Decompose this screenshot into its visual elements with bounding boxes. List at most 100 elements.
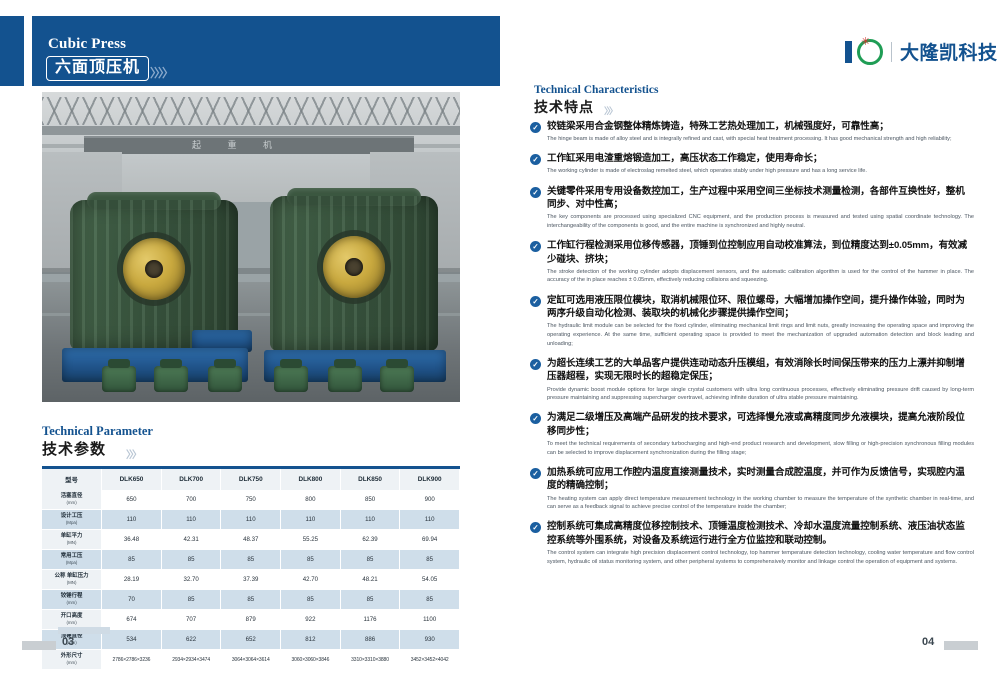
logo-ring-icon	[857, 37, 883, 65]
feature-item: ✓ 工作缸行程检测采用位移传感器，顶锤到位控制应用自动校准算法，到位精度达到±0…	[530, 239, 974, 285]
table-cell: 54.05	[399, 569, 460, 590]
row-label: 设计工压 (Mpa)	[42, 509, 103, 530]
row-unit: (mm)	[66, 600, 77, 606]
feature-text-en: The hinge beam is made of alloy steel an…	[547, 136, 952, 143]
table-row: 顶锤直径 (mm) 534 622 652 812 886 930	[42, 629, 460, 650]
table-cell: 622	[161, 629, 222, 650]
chevron-decor-icon: 〉〉〉	[604, 106, 618, 116]
table-cell: 85	[280, 589, 341, 610]
cubic-press-machine	[70, 192, 238, 350]
feature-body: 控制系统可集成高精度位移控制技术、顶锤温度检测技术、冷却水温度流量控制系统、液压…	[547, 520, 974, 566]
row-unit: (mm)	[66, 500, 77, 506]
table-cell: 85	[220, 549, 282, 570]
table-cell: 55.25	[280, 529, 341, 550]
photo-pipe-run	[42, 268, 460, 274]
table-row: 公称 单缸压力 (MN) 28.19 32.70 37.39 42.70 48.2…	[42, 569, 460, 590]
table-cell: 3064×3064×3614	[220, 649, 282, 670]
check-circle-icon: ✓	[530, 154, 541, 166]
feature-item: ✓ 加热系统可应用工作腔内温度直接测量技术，实时测量合成腔温度，并可作为反馈信号…	[530, 466, 974, 512]
technical-characteristics-title-cn: 技术特点	[534, 99, 594, 115]
check-circle-icon: ✓	[530, 522, 541, 534]
feature-text-en: The working cylinder is made of electros…	[547, 168, 867, 175]
table-cell: 110	[340, 509, 401, 530]
row-unit: (MN)	[66, 540, 77, 546]
table-cell: 69.94	[399, 529, 460, 550]
row-label-text: 活塞直径	[60, 493, 83, 500]
row-label-text: 设计工压	[60, 513, 83, 520]
table-cell: 886	[340, 629, 401, 650]
table-cell: 85	[340, 589, 401, 610]
row-label-text: 顶锤直径	[60, 633, 83, 640]
row-label-text: 铰锤行程	[60, 593, 83, 600]
product-photo: 起 重 机	[42, 92, 460, 402]
press-hub	[323, 236, 385, 299]
table-cell: 110	[101, 509, 162, 530]
row-label: 常用工压 (Mpa)	[42, 549, 103, 570]
technical-parameter-title-cn: 技术参数	[42, 441, 107, 458]
feature-body: 关键零件采用专用设备数控加工，生产过程中采用空间三坐标技术测量检测，各部件互换性…	[547, 185, 974, 231]
row-label-text: 外形尺寸	[60, 653, 83, 660]
table-cell: 110	[399, 509, 460, 530]
table-row: 常用工压 (Mpa) 85 85 85 85 85 85	[42, 549, 460, 570]
feature-text-cn: 铰链梁采用合金钢整体精炼铸造，特殊工艺热处理加工，机械强度好，可靠性高；	[547, 121, 889, 132]
feature-item: ✓ 铰链梁采用合金钢整体精炼铸造，特殊工艺热处理加工，机械强度好，可靠性高； T…	[530, 120, 974, 144]
press-blue-platform	[192, 330, 252, 352]
column-header: DLK750	[220, 466, 282, 490]
feature-item: ✓ 为超长连续工艺的大单品客户提供连动动态升压模组，有效消除长时间保压带来的压力…	[530, 357, 974, 403]
table-cell: 28.19	[101, 569, 162, 590]
footer-bar-decor	[944, 641, 978, 650]
feature-body: 工作缸采用电渣重熔锻造加工，高压状态工作稳定，使用寿命长； The workin…	[547, 152, 974, 176]
table-cell: 707	[161, 609, 222, 630]
feature-body: 铰链梁采用合金钢整体精炼铸造，特殊工艺热处理加工，机械强度好，可靠性高； The…	[547, 120, 974, 144]
row-unit: (Mpa)	[65, 520, 78, 526]
table-cell: 85	[340, 549, 401, 570]
press-top-cap	[286, 188, 422, 206]
photo-roof-truss	[42, 97, 460, 125]
feature-body: 为超长连续工艺的大单品客户提供连动动态升压模组，有效消除长时间保压带来的压力上漂…	[547, 357, 974, 403]
feature-text-en: Provide dynamic boost module options for…	[547, 386, 974, 402]
feature-text-en: The key components are processed using s…	[547, 214, 974, 229]
table-cell: 62.39	[340, 529, 401, 550]
table-cell: 70	[101, 589, 162, 610]
table-cell: 85	[399, 589, 460, 610]
table-cell: 3060×3060×3846	[280, 649, 341, 670]
row-label-text: 单缸平力	[60, 533, 83, 540]
table-cell: 850	[340, 490, 401, 510]
column-header: DLK700	[161, 466, 222, 490]
feature-text-cn: 工作缸行程检测采用位移传感器，顶锤到位控制应用自动校准算法，到位精度达到±0.0…	[547, 240, 968, 265]
technical-parameter-title-en: Technical Parameter	[42, 424, 153, 438]
check-circle-icon: ✓	[530, 186, 541, 198]
row-label: 外形尺寸 (mm)	[42, 649, 103, 670]
row-label: 铰锤行程 (mm)	[42, 589, 103, 610]
check-circle-icon: ✓	[530, 467, 541, 479]
table-cell: 42.31	[161, 529, 222, 550]
row-unit: (Mpa)	[65, 560, 78, 566]
check-circle-icon: ✓	[530, 413, 541, 425]
page-number-left: 03	[62, 636, 75, 648]
table-cell: 85	[220, 589, 282, 610]
row-label-text: 公称 单缸压力	[54, 573, 89, 580]
table-cell: 930	[399, 629, 460, 650]
pump-motor	[328, 359, 362, 392]
table-cell: 922	[280, 609, 341, 630]
pump-motor	[274, 359, 308, 392]
table-cell: 1100	[399, 609, 460, 630]
row-label: 单缸平力 (MN)	[42, 529, 103, 550]
photo-crane-label: 起 重 机	[192, 140, 285, 150]
table-row: 活塞直径 (mm) 650 700 750 800 850 900	[42, 490, 460, 510]
chevron-decor-icon: 〉〉〉	[126, 450, 142, 461]
table-cell: 652	[220, 629, 282, 650]
table-header-row: 型号 DLK650 DLK700 DLK750 DLK800 DLK850 DL…	[42, 466, 460, 490]
photo-roof-beam	[42, 126, 460, 135]
feature-body: 加热系统可应用工作腔内温度直接测量技术，实时测量合成腔温度，并可作为反馈信号，实…	[547, 466, 974, 512]
row-unit: (mm)	[66, 660, 77, 666]
table-cell: 85	[399, 549, 460, 570]
page-title-en: Cubic Press	[48, 36, 127, 52]
feature-item: ✓ 工作缸采用电渣重熔锻造加工，高压状态工作稳定，使用寿命长； The work…	[530, 152, 974, 176]
feature-text-en: The hydraulic limit module can be select…	[547, 323, 974, 347]
feature-text-en: The control system can integrate high pr…	[547, 550, 974, 565]
pump-motor	[380, 359, 414, 392]
table-cell: 32.70	[161, 569, 222, 590]
row-label: 公称 单缸压力 (MN)	[42, 569, 103, 590]
row-unit: (MN)	[66, 580, 77, 586]
